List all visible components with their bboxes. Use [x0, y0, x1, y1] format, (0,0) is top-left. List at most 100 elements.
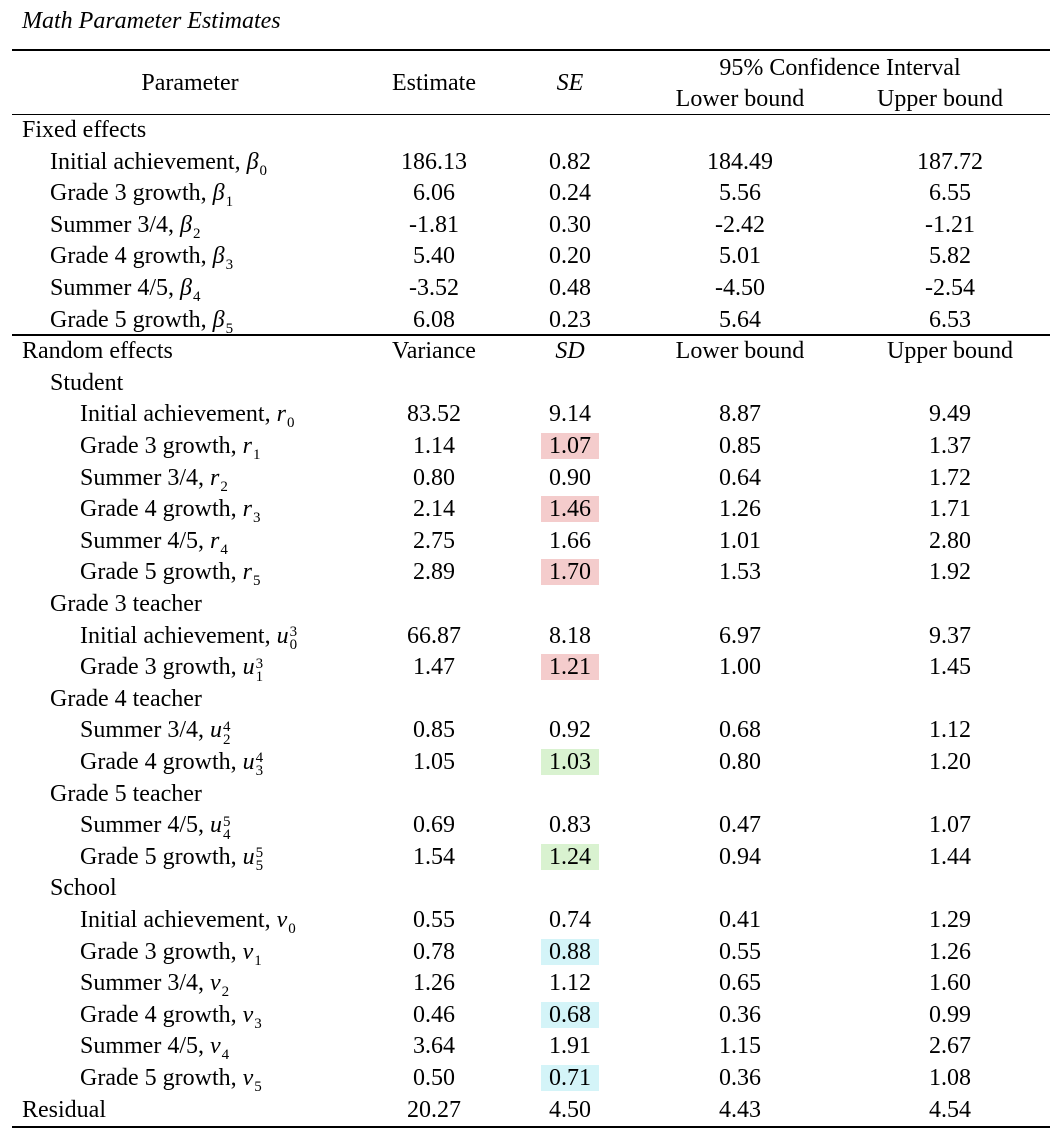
lower-bound-value: 0.85: [719, 433, 761, 459]
symbol-subscript: 4: [221, 1047, 230, 1064]
estimate-value: 0.85: [413, 717, 455, 744]
top-rule: [12, 49, 1050, 51]
se-value-highlight: 1.24: [541, 843, 599, 870]
lower-bound-value: -4.50: [715, 275, 765, 301]
parameter-symbol: v: [276, 907, 288, 933]
symbol-subscript: 0: [286, 415, 295, 432]
symbol-subscript: 5: [252, 573, 261, 590]
estimate-value: 0.78: [413, 938, 455, 965]
estimate-value: 2.14: [413, 496, 455, 523]
estimate-value: 6.08: [413, 306, 455, 333]
parameter-symbol: β: [212, 243, 225, 270]
parameter-symbol: r: [242, 559, 252, 586]
se-value-highlight: 1.21: [541, 654, 599, 681]
estimate-value: -1.81: [409, 211, 459, 238]
symbol-subscript: 3: [225, 257, 234, 274]
table-row: Summer 4/5, r 4 2.75 1.66 1.01 2.80: [0, 526, 1052, 558]
table-row: Summer 3/4, v 2 1.26 1.12 0.65 1.60: [0, 968, 1052, 1000]
lower-bound-value: 1.01: [719, 527, 761, 554]
column-variance: Variance: [392, 338, 476, 365]
se-value-highlight: 1.03: [541, 749, 599, 775]
parameter-symbol: β: [246, 148, 259, 175]
upper-bound-value: 1.71: [929, 496, 971, 523]
group-label: Student: [50, 369, 124, 396]
header-se: SE: [556, 70, 584, 96]
table-row: Summer 4/5, v 4 3.64 1.91 1.15 2.67: [0, 1031, 1052, 1063]
se-value: 0.83: [549, 812, 591, 839]
upper-bound-value: -2.54: [925, 275, 975, 301]
estimate-value: 1.05: [413, 749, 455, 775]
lower-bound-value: 0.80: [719, 749, 761, 775]
se-value: 0.82: [549, 148, 591, 175]
se-value: 1.07: [530, 431, 610, 463]
symbol-superscript: 5: [255, 845, 264, 862]
lower-bound-value: -2.42: [715, 211, 765, 238]
estimate-value: 2.89: [413, 559, 455, 586]
column-upper-bound: Upper bound: [887, 338, 1013, 365]
group-row: Grade 4 teacher: [0, 684, 1052, 716]
estimate-value: 20.27: [407, 1096, 461, 1123]
parameter-symbol: r: [276, 401, 286, 428]
se-value: 0.88: [530, 937, 610, 969]
symbol-superscript: 3: [255, 655, 264, 672]
upper-bound-value: 1.08: [929, 1065, 971, 1091]
table-row: Grade 3 growth, β 1 6.06 0.24 5.56 6.55: [0, 178, 1052, 210]
upper-bound-value: 1.44: [929, 843, 971, 870]
section-row-fixed-effects: Fixed effects: [0, 115, 1052, 147]
parameter-symbol: u: [276, 622, 289, 649]
bottom-rule: [12, 1126, 1050, 1128]
estimate-value: 1.47: [413, 654, 455, 681]
lower-bound-value: 5.64: [719, 306, 761, 333]
symbol-subscript: 4: [220, 541, 228, 558]
table-row: Grade 3 growth, u 3 1 1.47 1.21 1.00 1.45: [0, 652, 1052, 684]
upper-bound-value: 1.20: [929, 749, 971, 775]
estimate-value: 1.14: [413, 433, 455, 459]
se-value: 0.24: [549, 180, 591, 207]
group-label: School: [50, 875, 117, 902]
se-value: 1.70: [530, 557, 610, 589]
se-value-highlight: 1.46: [541, 496, 599, 523]
section-label: Random effects: [22, 338, 173, 365]
group-row: Grade 5 teacher: [0, 779, 1052, 811]
estimate-value: 1.26: [413, 970, 455, 997]
symbol-superscript: 4: [255, 750, 264, 767]
estimate-value: 66.87: [407, 622, 461, 649]
parameter-symbol: β: [180, 275, 192, 301]
table-row: Grade 3 growth, r 1 1.14 1.07 0.85 1.37: [0, 431, 1052, 463]
parameter-symbol: v: [242, 1065, 254, 1091]
symbol-subscript: 2: [192, 225, 201, 242]
se-value: 0.90: [549, 464, 591, 491]
parameter-symbol: v: [242, 938, 254, 965]
se-value: 0.71: [530, 1063, 610, 1095]
symbol-subscript: 2: [223, 731, 231, 748]
group-row: Student: [0, 368, 1052, 400]
estimate-value: 6.06: [413, 180, 455, 207]
se-value: 0.48: [549, 275, 591, 301]
table-row: Grade 4 growth, v 3 0.46 0.68 0.36 0.99: [0, 1000, 1052, 1032]
se-value: 1.66: [549, 527, 591, 554]
symbol-subscript: 0: [289, 637, 298, 654]
se-value: 0.23: [549, 306, 591, 333]
estimate-value: 83.52: [407, 401, 461, 428]
lower-bound-value: 1.26: [719, 496, 761, 523]
table-row: Grade 5 growth, u 5 5 1.54 1.24 0.94 1.44: [0, 842, 1052, 874]
se-value: 4.50: [549, 1096, 591, 1123]
group-label: Grade 4 teacher: [50, 685, 202, 712]
symbol-subscript: 2: [220, 478, 228, 495]
symbol-subscript: 1: [252, 446, 261, 463]
se-value-highlight: 1.70: [541, 559, 599, 586]
residual-label: Residual: [22, 1096, 106, 1123]
table-row: Grade 5 growth, v 5 0.50 0.71 0.36 1.08: [0, 1063, 1052, 1095]
table-row: Grade 4 growth, r 3 2.14 1.46 1.26 1.71: [0, 494, 1052, 526]
estimate-value: 3.64: [413, 1033, 455, 1060]
upper-bound-value: 1.29: [929, 907, 971, 933]
lower-bound-value: 0.36: [719, 1065, 761, 1091]
lower-bound-value: 0.55: [719, 938, 761, 965]
